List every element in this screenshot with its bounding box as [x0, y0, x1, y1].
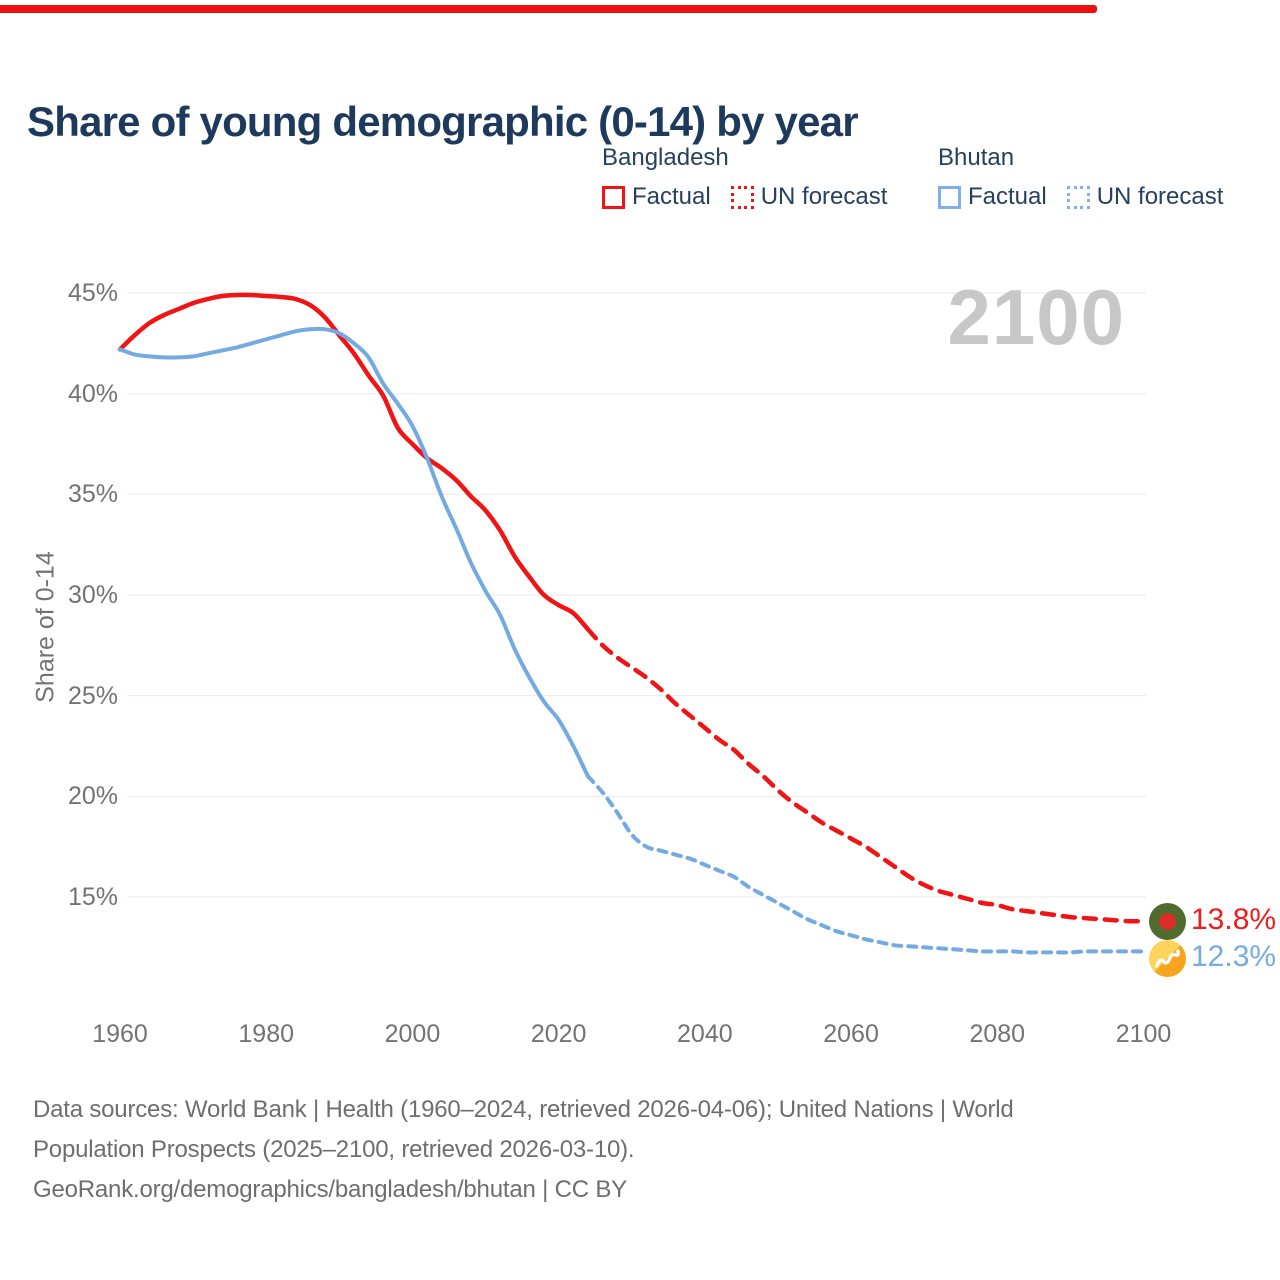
page-loading-progress-bar: [0, 5, 1097, 13]
x-tick-label: 2020: [530, 1020, 587, 1048]
bhutan-dragon-glyph: [1155, 949, 1180, 968]
series-line-bhutan-factual: [118, 326, 590, 779]
y-tick-label: 30%: [67, 581, 118, 609]
legend-item-bhutan-factual[interactable]: Factual: [938, 183, 1047, 211]
legend-item-bangladesh-factual[interactable]: Factual: [602, 183, 711, 211]
x-tick-label: 2100: [1115, 1020, 1172, 1048]
y-tick-label: 45%: [67, 279, 118, 307]
x-tick-label: 1960: [92, 1020, 148, 1048]
legend-item-bangladesh-forecast[interactable]: UN forecast: [730, 183, 888, 211]
x-tick-label: 2000: [384, 1020, 441, 1048]
legend-country-bangladesh: Bangladesh: [602, 144, 729, 171]
solid-line-swatch-icon: [938, 185, 961, 209]
legend-row-bhutan: Factual UN forecast: [938, 183, 1223, 211]
bangladesh-flag-icon: [1149, 903, 1186, 940]
legend-item-label: UN forecast: [760, 183, 888, 210]
series-line-bhutan-forecast: [585, 774, 1146, 955]
y-tick-label: 40%: [67, 379, 118, 408]
y-tick-label: 20%: [67, 782, 118, 811]
dashed-line-swatch-icon: [1066, 185, 1090, 209]
page-title: Share of young demographic (0-14) by yea…: [27, 98, 859, 146]
legend-group-bhutan: Bhutan Factual UN forecast: [938, 144, 1223, 211]
x-tick-label: 2060: [823, 1020, 879, 1048]
footer-attribution-line[interactable]: GeoRank.org/demographics/bangladesh/bhut…: [33, 1176, 627, 1203]
y-tick-label: 15%: [67, 883, 118, 911]
y-axis-title: Share of 0-14: [31, 551, 60, 703]
legend-item-label: Factual: [968, 183, 1047, 210]
series-line-bangladesh-forecast: [585, 626, 1146, 924]
series-line-bangladesh-factual: [117, 292, 591, 632]
legend-item-bhutan-forecast[interactable]: UN forecast: [1066, 183, 1224, 211]
x-tick-label: 1980: [238, 1020, 295, 1048]
bangladesh-flag-disc: [1159, 913, 1176, 930]
footer-sources-line-1: Data sources: World Bank | Health (1960–…: [33, 1096, 1014, 1123]
bhutan-end-value: 12.3%: [1191, 940, 1277, 973]
data-sources-footer: Data sources: World Bank | Health (1960–…: [33, 1090, 1253, 1210]
end-year-watermark: 2100: [947, 273, 1125, 361]
dashed-line-swatch-icon: [730, 185, 754, 209]
x-tick-label: 2040: [677, 1020, 733, 1048]
bhutan-flag-icon: [1149, 940, 1186, 977]
legend-item-label: UN forecast: [1096, 183, 1224, 210]
legend-group-bangladesh: Bangladesh Factual UN forecast: [602, 144, 887, 211]
legend-row-bangladesh: Factual UN forecast: [602, 183, 887, 211]
y-tick-label: 35%: [67, 480, 118, 509]
legend-item-label: Factual: [632, 183, 711, 210]
footer-sources-line-2: Population Prospects (2025–2100, retriev…: [33, 1136, 635, 1163]
x-tick-label: 2080: [969, 1020, 1026, 1048]
bangladesh-end-value: 13.8%: [1191, 903, 1277, 936]
y-tick-label: 25%: [67, 681, 118, 710]
legend-country-bhutan: Bhutan: [938, 144, 1015, 171]
solid-line-swatch-icon: [602, 185, 625, 209]
